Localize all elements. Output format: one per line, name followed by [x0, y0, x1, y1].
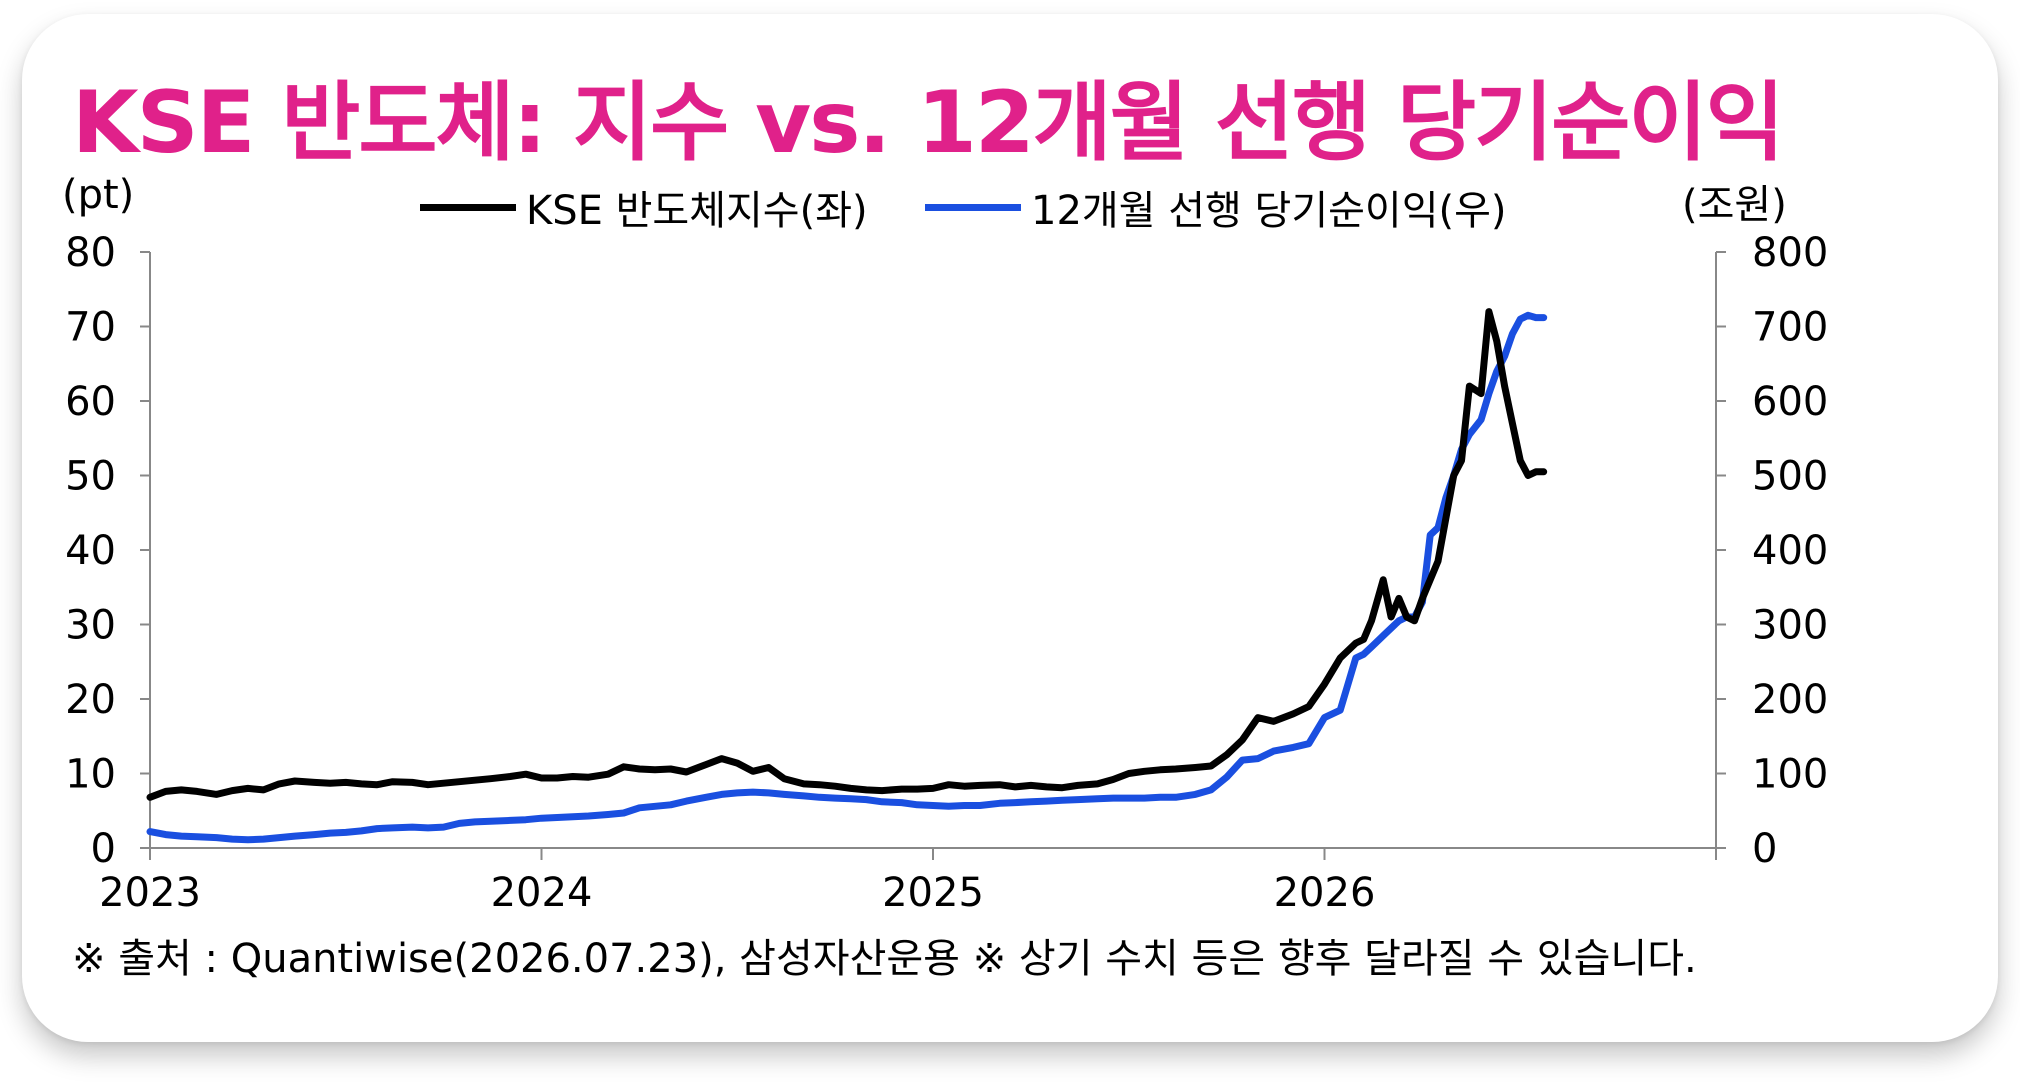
source-footnote: ※ 출처 : Quantiwise(2026.07.23), 삼성자산운용 ※ …	[72, 936, 1697, 982]
left-y-tick-label: 0	[91, 826, 116, 872]
left-y-tick-label: 40	[65, 528, 116, 574]
right-y-tick-label: 0	[1752, 826, 1777, 872]
left-y-tick-label: 10	[65, 752, 116, 798]
right-y-tick-label: 200	[1752, 677, 1828, 723]
x-tick-label: 2023	[99, 870, 201, 916]
earnings-series-line	[146, 311, 1548, 844]
legend-item-index: KSE 반도체지수(좌)	[420, 178, 868, 236]
left-y-tick-label: 80	[65, 230, 116, 276]
x-tick-label: 2024	[491, 870, 593, 916]
right-y-tick-label: 800	[1752, 230, 1828, 276]
x-tick-label: 2025	[882, 870, 984, 916]
right-y-tick-label: 500	[1752, 454, 1828, 500]
right-y-tick-label: 700	[1752, 305, 1828, 351]
left-y-tick-label: 50	[65, 454, 116, 500]
chart-title: KSE 반도체: 지수 vs. 12개월 선행 당기순이익	[72, 73, 1785, 173]
right-axis-unit: (조원)	[1682, 182, 1787, 228]
left-y-tick-label: 60	[65, 379, 116, 425]
index-series-line	[146, 308, 1548, 801]
x-tick-label: 2026	[1274, 870, 1376, 916]
left-y-tick-label: 20	[65, 677, 116, 723]
left-axis-unit: (pt)	[62, 172, 135, 218]
chart-card	[22, 14, 1998, 1042]
legend-label-earnings: 12개월 선행 당기순이익(우)	[1031, 188, 1507, 234]
legend-label-index: KSE 반도체지수(좌)	[526, 188, 868, 234]
right-y-tick-label: 400	[1752, 528, 1828, 574]
right-y-tick-label: 600	[1752, 379, 1828, 425]
left-y-tick-label: 70	[65, 305, 116, 351]
legend-swatch-earnings	[925, 203, 1021, 211]
right-y-tick-label: 100	[1752, 752, 1828, 798]
legend-swatch-index	[420, 203, 516, 211]
legend-item-earnings: 12개월 선행 당기순이익(우)	[925, 178, 1507, 236]
left-y-tick-label: 30	[65, 603, 116, 649]
right-y-tick-label: 300	[1752, 603, 1828, 649]
